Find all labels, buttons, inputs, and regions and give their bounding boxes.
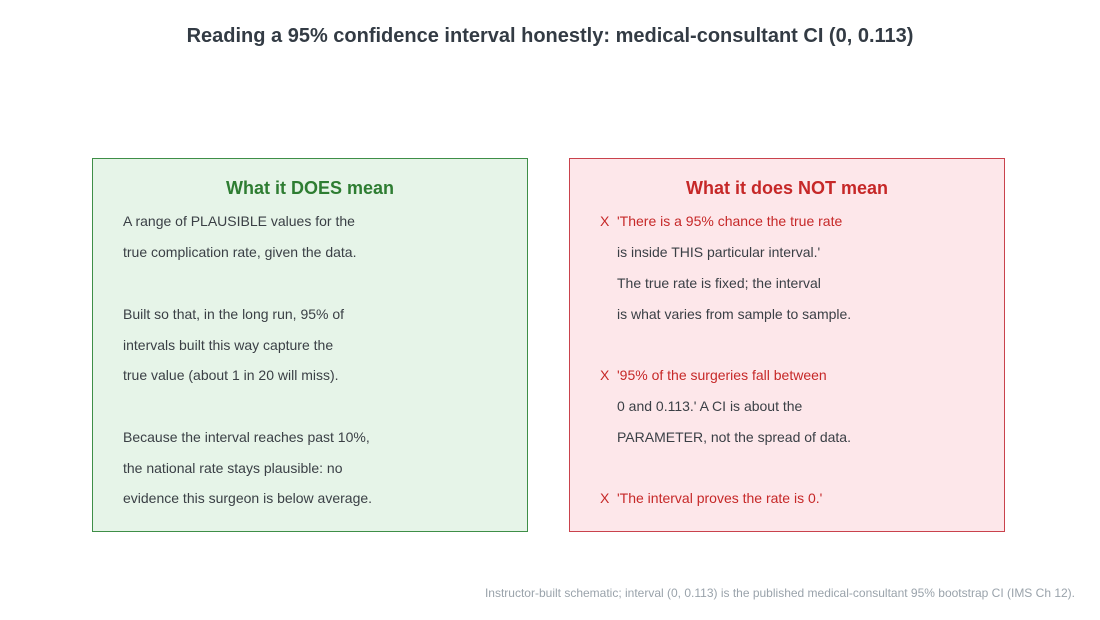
does-line: Because the interval reaches past 10%, <box>123 429 370 445</box>
does-not-mean-panel: What it does NOT mean X 'There is a 95% … <box>569 158 1005 532</box>
does-line: true complication rate, given the data. <box>123 244 357 260</box>
misconception-explanation: PARAMETER, not the spread of data. <box>617 429 851 445</box>
does-line: intervals built this way capture the <box>123 337 334 353</box>
does-line: the national rate stays plausible: no <box>123 460 343 476</box>
does-line: evidence this surgeon is below average. <box>123 490 373 506</box>
misconception-explanation: 0 and 0.113.' A CI is about the <box>617 398 803 414</box>
does-mean-heading: What it DOES mean <box>225 178 395 198</box>
x-mark-icon: X <box>600 213 610 229</box>
page-title: Reading a 95% confidence interval honest… <box>186 25 914 47</box>
does-line: Built so that, in the long run, 95% of <box>123 306 345 322</box>
x-mark-icon: X <box>600 367 610 383</box>
does-line: true value (about 1 in 20 will miss). <box>123 367 339 383</box>
x-mark-icon: X <box>600 490 610 506</box>
footnote: Instructor-built schematic; interval (0,… <box>484 586 1075 600</box>
misconception-explanation: is inside THIS particular interval.' <box>617 244 821 260</box>
does-line: A range of PLAUSIBLE values for the <box>123 213 355 229</box>
misconception-quote: '95% of the surgeries fall between <box>617 367 827 383</box>
misconception-quote: 'There is a 95% chance the true rate <box>617 213 843 229</box>
does-mean-panel: What it DOES mean A range of PLAUSIBLE v… <box>92 158 528 532</box>
misconception-explanation: The true rate is fixed; the interval <box>617 275 821 291</box>
misconception-explanation: is what varies from sample to sample. <box>617 306 852 322</box>
misconception-quote: 'The interval proves the rate is 0.' <box>617 490 823 506</box>
does-not-mean-heading: What it does NOT mean <box>685 178 889 198</box>
